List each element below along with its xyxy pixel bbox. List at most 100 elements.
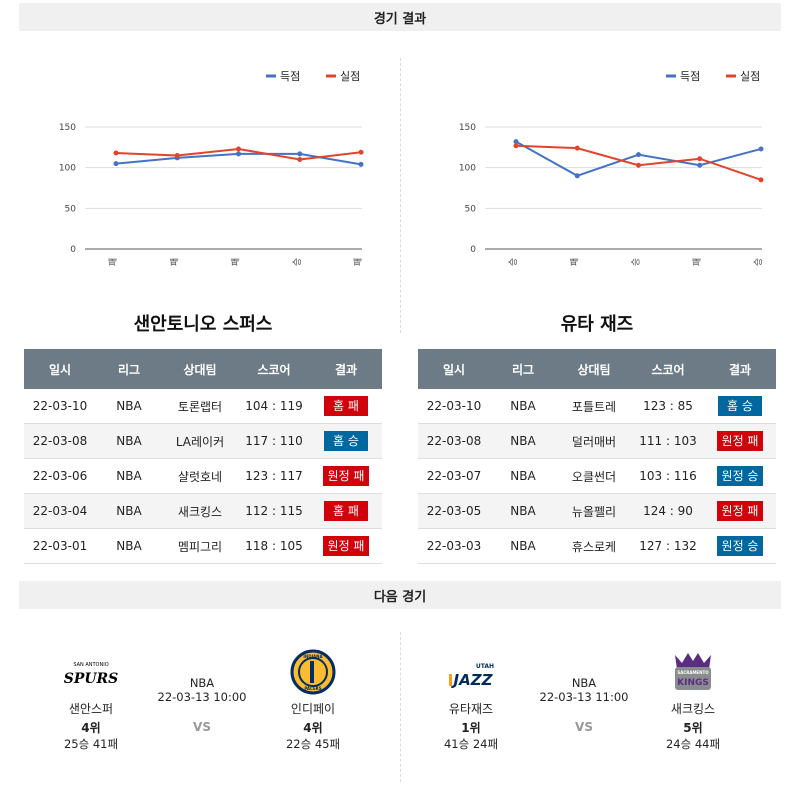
match-datetime: 22-03-13 11:00 (539, 690, 629, 704)
row-opponent: LA레이커 (162, 423, 238, 459)
data-point (574, 173, 580, 179)
table-row: 22-03-06 NBA 샬럿호네 123 : 117 원정 패 (24, 458, 382, 494)
x-tick-label: 패 (108, 258, 119, 266)
result-badge: 홈 승 (324, 431, 368, 451)
header-score: 스코어 (238, 349, 310, 389)
header-result: 결과 (310, 349, 382, 389)
team-rank: 4위 (303, 721, 323, 735)
y-tick-label: 150 (459, 123, 476, 133)
row-league: NBA (96, 423, 162, 459)
result-badge: 원정 패 (322, 536, 370, 556)
row-opponent: 새크킹스 (162, 493, 238, 529)
row-result-cell: 원정 패 (704, 423, 776, 459)
table-row: 22-03-10 NBA 포틀트레 123 : 85 홈 승 (418, 389, 776, 424)
legend-label: 득점 (680, 70, 700, 83)
row-result-cell: 원정 패 (704, 493, 776, 529)
pacers-logo-sub: INDIANA (303, 654, 323, 659)
row-score: 103 : 116 (632, 458, 704, 494)
data-point (297, 151, 303, 157)
x-tick-label: 승 (292, 258, 303, 266)
away-team-pacers: INDIANA PACERS 인디페이 4위 22승 45패 (268, 649, 358, 752)
x-tick-label: 패 (569, 258, 580, 266)
header-date: 일시 (418, 349, 490, 389)
x-tick-label: 승 (508, 258, 519, 266)
result-badge: 원정 패 (716, 431, 764, 451)
next-games-section-title: 다음 경기 (19, 581, 781, 609)
result-badge: 원정 승 (716, 536, 764, 556)
row-date: 22-03-08 (24, 423, 96, 459)
row-opponent: 토론랩터 (162, 389, 238, 424)
pacers-logo: INDIANA PACERS (268, 649, 358, 695)
pacers-logo-text: PACERS (304, 686, 321, 691)
row-opponent: 휴스로케 (556, 528, 632, 564)
match-league: NBA (189, 676, 215, 690)
x-tick-label: 패 (353, 258, 364, 266)
data-point (758, 177, 764, 183)
row-league: NBA (96, 528, 162, 564)
row-opponent: 뉴올펠리 (556, 493, 632, 529)
row-league: NBA (490, 423, 556, 459)
jazz-logo: UTAH JAZZ (426, 650, 516, 694)
table-row: 22-03-10 NBA 토론랩터 104 : 119 홈 패 (24, 389, 382, 424)
data-point (236, 151, 241, 157)
team-record: 41승 24패 (443, 737, 499, 751)
row-date: 22-03-01 (24, 528, 96, 564)
row-result-cell: 홈 승 (310, 423, 382, 459)
result-badge: 원정 패 (322, 466, 370, 486)
vs-label: VS (193, 720, 211, 734)
team-record: 25승 41패 (63, 737, 119, 751)
header-league: 리그 (96, 349, 162, 389)
row-date: 22-03-05 (418, 493, 490, 529)
y-tick-label: 100 (459, 164, 476, 174)
row-result-cell: 원정 패 (310, 528, 382, 564)
y-tick-label: 150 (59, 123, 76, 133)
row-result-cell: 홈 패 (310, 493, 382, 529)
team-name: 샌안스퍼 (68, 702, 114, 716)
result-badge: 홈 승 (718, 396, 762, 416)
row-result-cell: 원정 승 (704, 458, 776, 494)
team-name: 인디페이 (290, 702, 336, 716)
match-league: NBA (571, 676, 597, 690)
kings-logo-text: KINGS (677, 678, 709, 688)
row-result-cell: 홈 패 (310, 389, 382, 424)
row-opponent: 샬럿호네 (162, 458, 238, 494)
y-tick-label: 0 (70, 245, 76, 255)
row-league: NBA (96, 493, 162, 529)
data-point (297, 157, 303, 163)
row-score: 118 : 105 (238, 528, 310, 564)
header-opponent: 상대팀 (162, 349, 238, 389)
row-score: 127 : 132 (632, 528, 704, 564)
row-league: NBA (96, 458, 162, 494)
row-league: NBA (490, 493, 556, 529)
match-info: NBA 22-03-13 11:00 VS (529, 676, 639, 734)
row-date: 22-03-08 (418, 423, 490, 459)
team-name: 유타재즈 (448, 702, 494, 716)
home-team-jazz: UTAH JAZZ 유타재즈 1위 41승 24패 (426, 650, 516, 752)
jazz-score-chart: 득점 실점 150 100 50 0 승 패 승 패 승 (400, 60, 795, 280)
jazz-chart-svg: 득점 실점 150 100 50 0 승 패 승 패 승 (459, 70, 764, 266)
row-date: 22-03-04 (24, 493, 96, 529)
x-tick-label: 패 (692, 258, 703, 266)
data-point (636, 152, 641, 158)
x-tick-label: 패 (169, 258, 180, 266)
table-row: 22-03-05 NBA 뉴올펠리 124 : 90 원정 패 (418, 493, 776, 529)
row-date: 22-03-10 (24, 389, 96, 424)
row-score: 117 : 110 (238, 423, 310, 459)
team-rank: 1위 (461, 721, 481, 735)
header-opponent: 상대팀 (556, 349, 632, 389)
next-game-jazz-kings: UTAH JAZZ 유타재즈 1위 41승 24패 NBA 22-03-13 1… (400, 650, 800, 760)
header-league: 리그 (490, 349, 556, 389)
spurs-logo-text: SPURS (64, 671, 119, 687)
team-name: 새크킹스 (670, 702, 716, 716)
row-league: NBA (490, 389, 556, 424)
results-section-title: 경기 결과 (19, 3, 781, 31)
home-team-spurs: SAN ANTONIO SPURS 샌안스퍼 4위 25승 41패 (46, 650, 136, 752)
data-point (358, 161, 364, 167)
data-point (236, 146, 241, 152)
spurs-results-table: 일시 리그 상대팀 스코어 결과 22-03-10 NBA 토론랩터 104 :… (24, 349, 382, 564)
result-badge: 원정 승 (716, 466, 764, 486)
x-tick-label: 패 (231, 258, 242, 266)
table-header-row: 일시 리그 상대팀 스코어 결과 (418, 349, 776, 389)
data-point (113, 161, 119, 167)
team-title-jazz: 유타 재즈 (560, 314, 634, 335)
